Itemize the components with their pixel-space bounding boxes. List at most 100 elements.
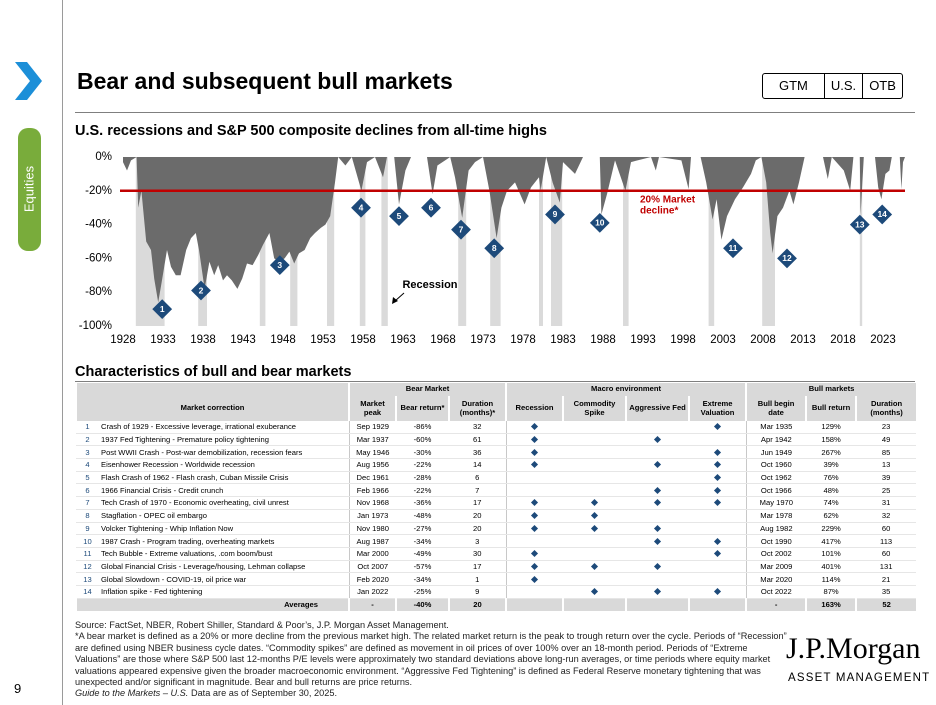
table: Bear Market Macro environment Bull markets…: [75, 383, 917, 611]
flag-cell: [626, 572, 690, 586]
correction-name: Eisenhower Recession - Worldwide recessi…: [99, 458, 349, 472]
averages-cell: -40%: [395, 598, 449, 611]
cell: Oct 2007: [348, 560, 396, 574]
flag-diamond: [590, 524, 599, 532]
flag-cell: [505, 534, 564, 548]
cell: Dec 1961: [348, 471, 396, 485]
marker-label: 3: [277, 260, 282, 270]
logo-subtitle: ASSET MANAGEMENT: [788, 672, 931, 684]
x-tick-label: 1943: [230, 334, 256, 346]
marker: [191, 280, 211, 301]
recession-band: [359, 157, 366, 326]
flag-cell: [626, 560, 690, 574]
flag-cell: [505, 572, 564, 586]
averages-cell: 163%: [805, 598, 857, 611]
flag-diamond: [531, 461, 539, 469]
table-row: 9 Volcker Tightening - Whip Inflation Now…: [76, 522, 917, 536]
recession-band: [381, 157, 388, 326]
flag-cell: [626, 433, 690, 447]
cell: 85: [856, 445, 917, 460]
cell: May 1946: [348, 445, 396, 460]
correction-name: Stagflation - OPEC oil embargo: [99, 509, 349, 523]
column-header: Recession: [505, 396, 564, 421]
y-tick-label: 0%: [95, 151, 112, 163]
table-row: 6 1966 Financial Crisis - Credit crunch Fe…: [76, 483, 917, 498]
column-header: Bull return: [805, 396, 857, 421]
column-header: Duration (months)*: [447, 396, 507, 421]
marker-label: 5: [397, 211, 402, 221]
flag-diamond: [531, 550, 539, 558]
averages-row: Averages - -40% 20-163% 52: [75, 598, 917, 611]
cell: Jan 2022: [348, 585, 396, 599]
cell: Mar 1937: [348, 433, 396, 447]
cell: -49%: [396, 547, 449, 561]
cell: Aug 1982: [745, 522, 807, 536]
correction-name: Flash Crash of 1962 - Flash crash, Cuban…: [99, 471, 349, 485]
x-tick-label: 2003: [710, 334, 736, 346]
page-number: 9: [14, 681, 22, 696]
cell: -25%: [396, 585, 449, 599]
row-number: 13: [76, 572, 99, 586]
correction-name: Inflation spike - Fed tightening: [99, 585, 349, 599]
averages-cell: -: [348, 598, 396, 611]
flag-cell: [563, 534, 627, 548]
cell: Mar 1935: [745, 421, 807, 434]
marker-label: 8: [492, 243, 497, 253]
cell: 131: [856, 560, 917, 574]
marker: [152, 299, 173, 319]
flag-cell: [626, 534, 690, 548]
recession-band: [458, 157, 467, 326]
flag-diamond: [590, 512, 599, 520]
cell: -28%: [396, 471, 449, 485]
date-note: Data are as of September 30, 2025.: [190, 688, 338, 699]
definition: *A bear market is defined as a 20% or mo…: [75, 631, 787, 688]
flag-cell: [689, 547, 747, 561]
cell: 60: [856, 547, 917, 561]
flag-cell: [563, 421, 627, 434]
table-title: Characteristics of bull and bear markets: [75, 364, 352, 380]
flag-cell: [505, 547, 564, 561]
flag-cell: [505, 496, 564, 510]
flag-diamond: [653, 435, 662, 444]
flag-diamond: [653, 461, 662, 469]
flag-diamond: [713, 537, 721, 545]
averages-blank: [625, 598, 690, 611]
averages-cell: 52: [855, 598, 917, 611]
cell: 61: [449, 433, 507, 447]
averages-cell: -: [745, 598, 807, 611]
flag-cell: [689, 534, 747, 548]
cell: 39: [856, 471, 917, 485]
cell: Sep 1929: [348, 421, 396, 434]
x-tick-label: 1938: [190, 334, 216, 346]
cell: 7: [449, 483, 507, 498]
flag-diamond: [531, 512, 539, 520]
page-title: Bear and subsequent bull markets: [77, 68, 453, 94]
correction-name: 1987 Crash - Program trading, overheatin…: [99, 534, 349, 548]
flag-cell: [563, 560, 627, 574]
row-number: 6: [76, 483, 99, 498]
x-tick-label: 1948: [270, 334, 296, 346]
cell: 87%: [806, 585, 857, 599]
cell: 417%: [806, 534, 857, 548]
marker-label: 7: [459, 224, 464, 234]
cell: 20: [449, 522, 507, 536]
marker-label: 10: [595, 218, 605, 228]
correction-name: Tech Bubble - Extreme valuations, .com b…: [99, 547, 349, 561]
flag-diamond: [653, 499, 662, 507]
x-tick-label: 1978: [510, 334, 536, 346]
cell: Mar 1978: [745, 509, 807, 523]
cell: Jan 1973: [348, 509, 396, 523]
flag-cell: [505, 471, 564, 485]
cell: 36: [449, 445, 507, 460]
group-header: Macro environment: [505, 383, 747, 396]
marker-label: 2: [199, 285, 204, 295]
cell: Aug 1956: [348, 458, 396, 472]
flag-diamond: [590, 588, 599, 596]
cell: 25: [856, 483, 917, 498]
threshold-label: 20% Market: [640, 195, 696, 206]
cell: 30: [449, 547, 507, 561]
cell: 129%: [806, 421, 857, 434]
recession-band: [859, 157, 863, 326]
recession-arrow: [394, 292, 405, 302]
cell: 32: [449, 421, 507, 434]
